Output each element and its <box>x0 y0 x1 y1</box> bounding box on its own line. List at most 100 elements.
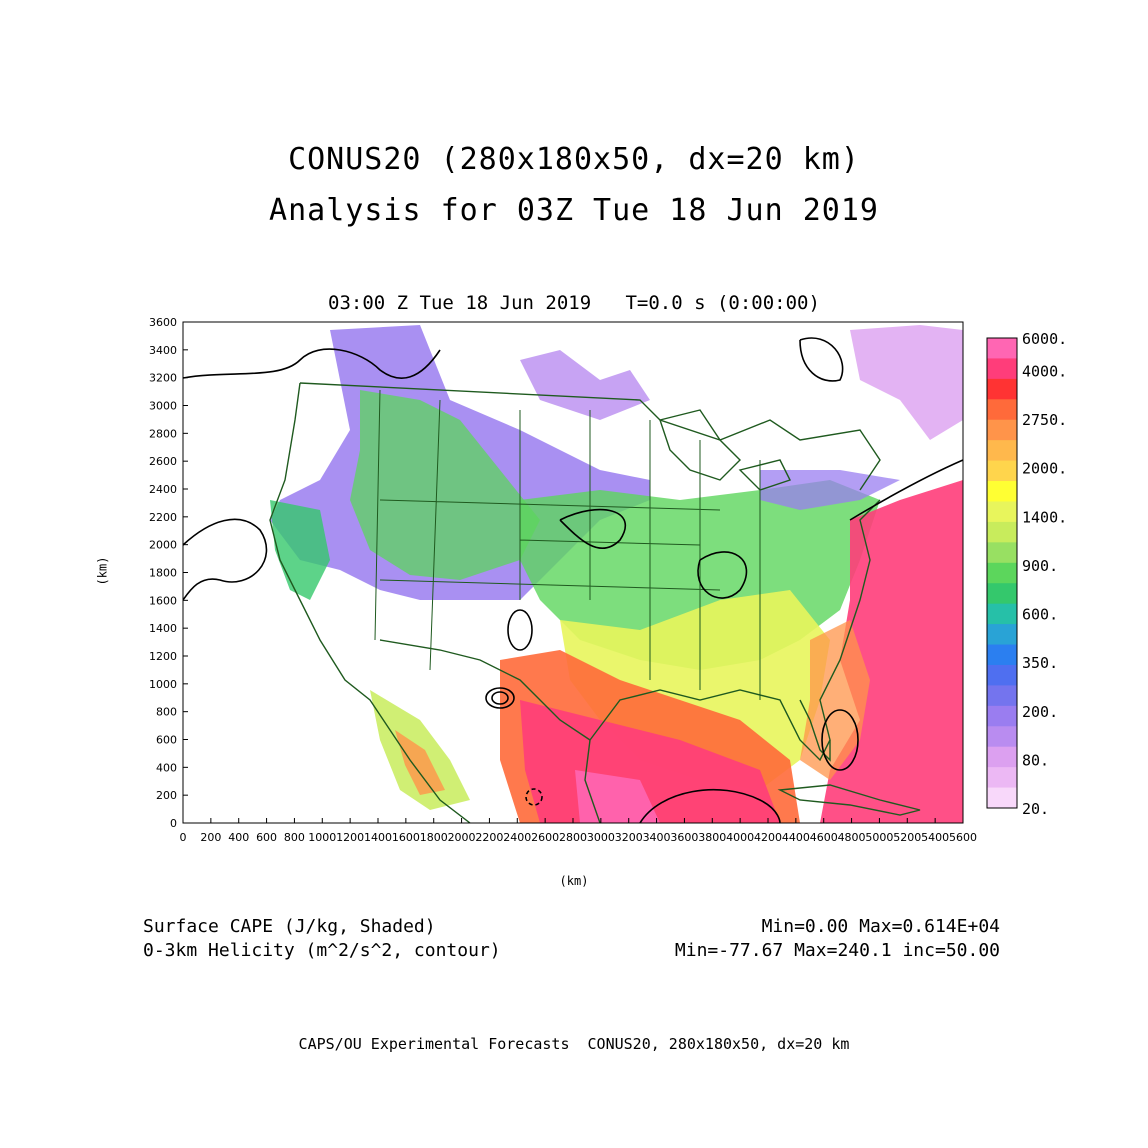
helicity-contour-gulf <box>639 789 781 823</box>
y-tick-label: 0 <box>170 817 177 830</box>
colorbar-swatch <box>987 644 1017 666</box>
x-tick-label: 5400 <box>921 831 949 844</box>
cuba-outline <box>777 784 921 816</box>
helicity-contour-atlantic <box>849 459 963 521</box>
shaded-field-label: Surface CAPE (J/kg, Shaded) <box>143 916 436 937</box>
helicity-contour-midwest <box>559 508 627 550</box>
contour-field-label: 0-3km Helicity (m^2/s^2, contour) <box>143 940 501 961</box>
colorbar-swatch <box>987 705 1017 727</box>
y-tick-label: 3200 <box>149 372 177 385</box>
x-axis-label: (km) <box>559 874 589 888</box>
colorbar-swatch <box>987 624 1017 646</box>
y-tick-label: 600 <box>156 734 177 747</box>
y-tick-label: 3400 <box>149 344 177 357</box>
y-tick-label: 3000 <box>149 400 177 413</box>
colorbar-label: 2750. <box>1022 411 1067 429</box>
colorbar-label: 2000. <box>1022 460 1067 478</box>
x-tick-label: 5000 <box>865 831 893 844</box>
colorbar-swatch <box>987 685 1017 707</box>
y-tick-label: 1000 <box>149 678 177 691</box>
helicity-contours <box>183 337 963 823</box>
colorbar-label: 1400. <box>1022 508 1067 526</box>
helicity-contour-texas <box>485 687 515 709</box>
x-tick-label: 3800 <box>698 831 726 844</box>
colorbar-swatch <box>987 664 1017 686</box>
cape-region-baja-hot <box>395 730 445 795</box>
mexico-coastline <box>584 739 601 823</box>
colorbar-swatch <box>987 521 1017 543</box>
cape-region-green-plains <box>350 390 540 580</box>
colorbar-swatch <box>987 399 1017 421</box>
colorbar-label: 350. <box>1022 654 1058 672</box>
state-lines <box>374 389 761 700</box>
y-tick-label: 1400 <box>149 622 177 635</box>
plot-title-line2: Analysis for 03Z Tue 18 Jun 2019 <box>269 193 879 228</box>
x-tick-label: 4000 <box>726 831 754 844</box>
y-tick-label: 400 <box>156 761 177 774</box>
cape-region-canada-north <box>520 350 650 420</box>
x-tick-label: 2400 <box>503 831 531 844</box>
x-tick-label: 1000 <box>308 831 336 844</box>
x-tick-label: 4600 <box>810 831 838 844</box>
y-tick-label: 2400 <box>149 483 177 496</box>
x-axis: 0 200 400 600 800 1000 1200 1400 1600 1800 2000 220… <box>180 818 977 844</box>
x-tick-label: 3400 <box>643 831 671 844</box>
x-tick-label: 5600 <box>949 831 977 844</box>
colorbar-label: 900. <box>1022 557 1058 575</box>
plot-subtitle: 03:00 Z Tue 18 Jun 2019 T=0.0 s (0:00:00… <box>328 292 820 314</box>
y-tick-label: 2200 <box>149 511 177 524</box>
x-tick-label: 800 <box>284 831 305 844</box>
west-coastline <box>269 382 471 823</box>
us-mexico-border <box>379 639 591 741</box>
colorbar-swatch <box>987 583 1017 605</box>
x-tick-label: 1200 <box>336 831 364 844</box>
x-tick-label: 1400 <box>364 831 392 844</box>
colorbar-label: 80. <box>1022 751 1049 769</box>
y-tick-label: 2800 <box>149 427 177 440</box>
colorbar-swatch <box>987 338 1017 359</box>
x-tick-label: 3000 <box>587 831 615 844</box>
cape-region-atlantic-orange <box>800 620 870 780</box>
colorbar-swatch <box>987 746 1017 768</box>
y-tick-label: 800 <box>156 706 177 719</box>
great-lakes <box>659 409 791 491</box>
footer-credit: CAPS/OU Experimental Forecasts CONUS20, … <box>298 1035 850 1053</box>
y-tick-label: 2000 <box>149 539 177 552</box>
map-boundaries <box>269 382 921 823</box>
helicity-contour-northwest <box>183 348 441 379</box>
colorbar-label: 4000. <box>1022 362 1067 380</box>
shaded-field-stats: Min=0.00 Max=0.614E+04 <box>761 916 1000 937</box>
y-tick-label: 2600 <box>149 455 177 468</box>
helicity-contour-west <box>183 518 268 601</box>
y-axis: 0 200 400 600 800 1000 1200 1400 1600 1800 2000 220… <box>149 316 188 830</box>
x-tick-label: 1800 <box>420 831 448 844</box>
x-tick-label: 5200 <box>893 831 921 844</box>
colorbar-swatch <box>987 562 1017 584</box>
colorbar: 6000. 4000. 2750. 2000. 1400. 900. 600. 350. 200… <box>986 330 1067 818</box>
x-tick-label: 2800 <box>559 831 587 844</box>
contour-field-stats: Min=-77.67 Max=240.1 inc=50.00 <box>674 940 1000 961</box>
colorbar-swatch <box>987 481 1017 502</box>
colorbar-label: 20. <box>1022 800 1049 818</box>
colorbar-label: 600. <box>1022 606 1058 624</box>
colorbar-frame <box>986 337 1018 809</box>
helicity-contour-northeast <box>799 337 844 382</box>
y-tick-label: 3600 <box>149 316 177 329</box>
cape-region-west-coast <box>270 500 330 600</box>
cape-region-newengland <box>760 470 900 510</box>
plot-title-line1: CONUS20 (280x180x50, dx=20 km) <box>288 142 860 177</box>
y-tick-label: 1800 <box>149 567 177 580</box>
y-tick-label: 200 <box>156 789 177 802</box>
helicity-contour-dashed <box>525 788 543 806</box>
x-tick-label: 4800 <box>838 831 866 844</box>
x-tick-label: 200 <box>200 831 221 844</box>
x-tick-label: 2200 <box>475 831 503 844</box>
x-tick-label: 1600 <box>392 831 420 844</box>
colorbar-swatch <box>987 358 1017 380</box>
y-axis-label: (km) <box>95 556 110 586</box>
x-tick-label: 4200 <box>754 831 782 844</box>
x-tick-label: 3200 <box>615 831 643 844</box>
x-tick-label: 0 <box>180 831 187 844</box>
colorbar-swatch <box>987 726 1017 748</box>
